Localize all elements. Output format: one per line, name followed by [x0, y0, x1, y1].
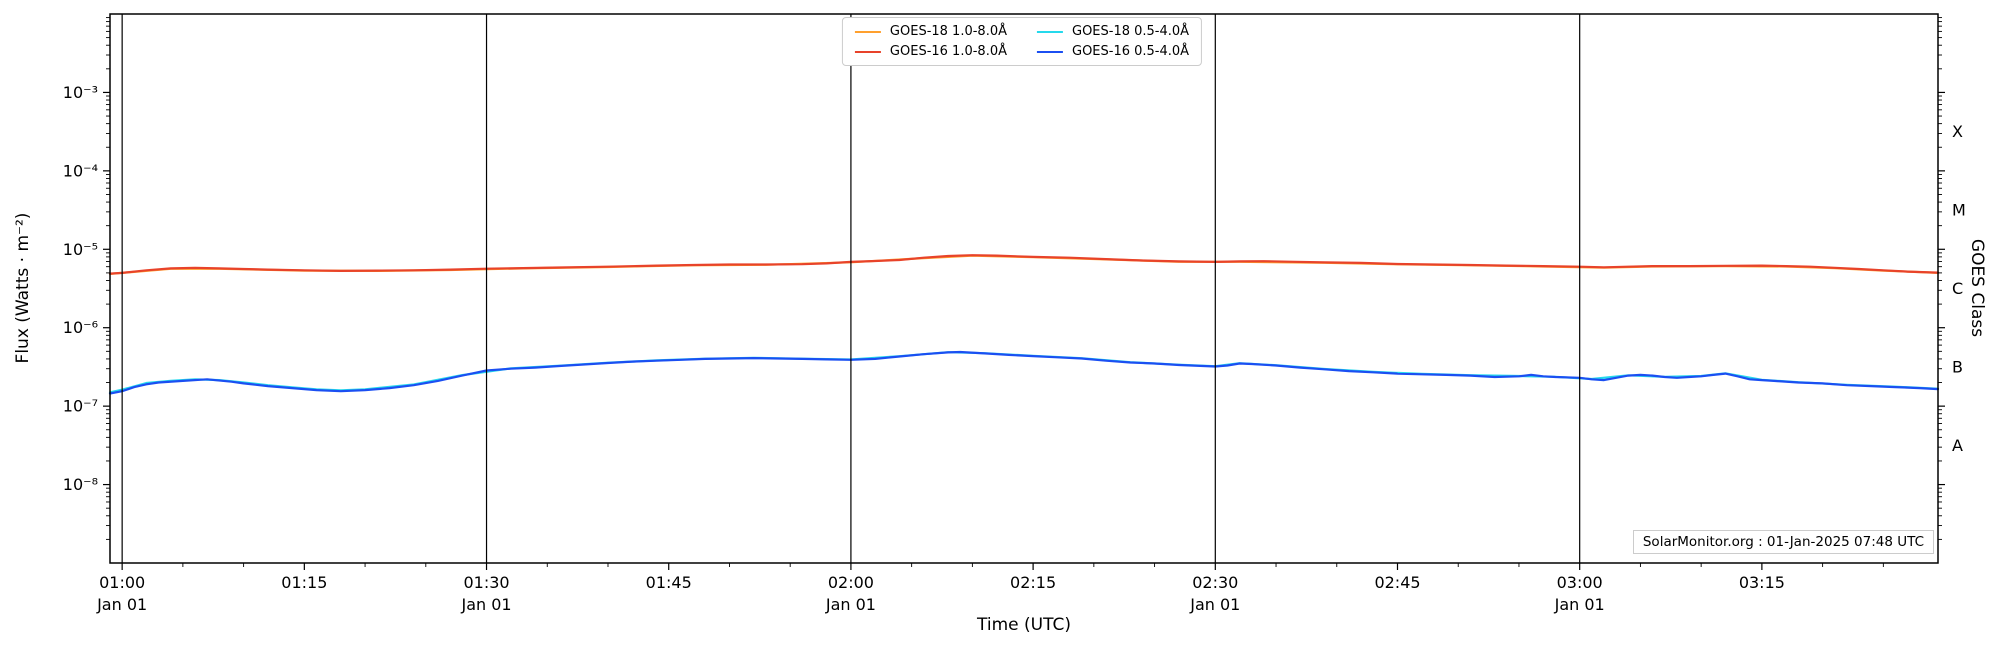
watermark: SolarMonitor.org : 01-Jan-2025 07:48 UTC [1632, 530, 1934, 554]
y-tick-label: 10⁻³ [63, 83, 98, 102]
legend-label: GOES-18 0.5-4.0Å [1072, 24, 1190, 39]
x-tick-label: 03:15 [1739, 573, 1785, 592]
x-tick-sublabel: Jan 01 [96, 595, 147, 614]
legend-label: GOES-18 1.0-8.0Å [889, 24, 1007, 39]
y-tick-label: 10⁻⁴ [63, 161, 98, 180]
y-tick-label: 10⁻⁵ [63, 240, 98, 259]
x-axis-label: Time (UTC) [977, 615, 1071, 635]
legend-swatch-goes18-short [1037, 30, 1063, 33]
x-tick-label: 02:30 [1192, 573, 1238, 592]
goes-class-label: C [1952, 279, 1963, 298]
goes-class-label: X [1952, 122, 1963, 141]
x-tick-label: 03:00 [1557, 573, 1603, 592]
chart-legend: GOES-18 1.0-8.0Å GOES-18 0.5-4.0Å GOES-1… [841, 17, 1203, 66]
goes-class-label: M [1952, 201, 1966, 220]
legend-item-goes16-short: GOES-16 0.5-4.0Å [1037, 44, 1189, 59]
legend-item-goes18-short: GOES-18 0.5-4.0Å [1037, 24, 1189, 39]
x-tick-label: 01:00 [99, 573, 145, 592]
x-tick-label: 01:30 [463, 573, 509, 592]
x-tick-sublabel: Jan 01 [1554, 595, 1605, 614]
x-tick-sublabel: Jan 01 [1189, 595, 1240, 614]
y-tick-label: 10⁻⁸ [63, 475, 98, 494]
plot-border [109, 13, 1939, 564]
x-tick-sublabel: Jan 01 [825, 595, 876, 614]
y-tick-label: 10⁻⁶ [63, 318, 98, 337]
legend-item-goes18-long: GOES-18 1.0-8.0Å [854, 24, 1007, 39]
x-tick-label: 02:15 [1010, 573, 1056, 592]
series-line-goes16-short [108, 350, 1940, 395]
y-tick-label: 10⁻⁷ [63, 397, 98, 416]
right-axis-label: GOES Class [1967, 238, 1987, 338]
legend-item-goes16-long: GOES-16 1.0-8.0Å [854, 44, 1007, 59]
legend-label: GOES-16 0.5-4.0Å [1072, 44, 1190, 59]
x-tick-label: 01:45 [646, 573, 692, 592]
goes-class-label: B [1952, 357, 1963, 376]
y-axis-label: Flux (Watts · m⁻²) [13, 212, 33, 364]
series-line-goes16-long [108, 254, 1940, 275]
x-tick-sublabel: Jan 01 [460, 595, 511, 614]
goes-class-label: A [1952, 436, 1963, 455]
x-tick-label: 02:00 [828, 573, 874, 592]
x-tick-label: 01:15 [281, 573, 327, 592]
legend-swatch-goes16-short [1037, 50, 1063, 53]
x-tick-label: 02:45 [1374, 573, 1420, 592]
legend-label: GOES-16 1.0-8.0Å [889, 44, 1007, 59]
legend-swatch-goes16-long [854, 50, 881, 53]
legend-swatch-goes18-long [854, 30, 881, 33]
series-line-goes18-short [108, 351, 1940, 394]
